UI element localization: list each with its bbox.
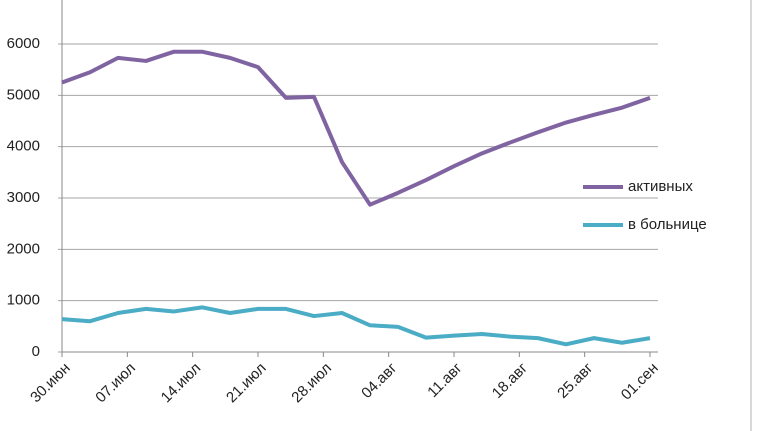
y-tick-label: 6000 — [7, 35, 40, 52]
y-tick-label: 0 — [32, 343, 40, 360]
legend-label: в больнице — [628, 216, 707, 233]
y-tick-label: 2000 — [7, 240, 40, 257]
legend-label: активных — [628, 178, 693, 195]
y-tick-label: 3000 — [7, 189, 40, 206]
y-tick-label: 1000 — [7, 292, 40, 309]
line-series — [61, 49, 651, 207]
y-tick-label: 5000 — [7, 86, 40, 103]
line-series — [61, 305, 651, 347]
y-tick-label: 4000 — [7, 138, 40, 155]
